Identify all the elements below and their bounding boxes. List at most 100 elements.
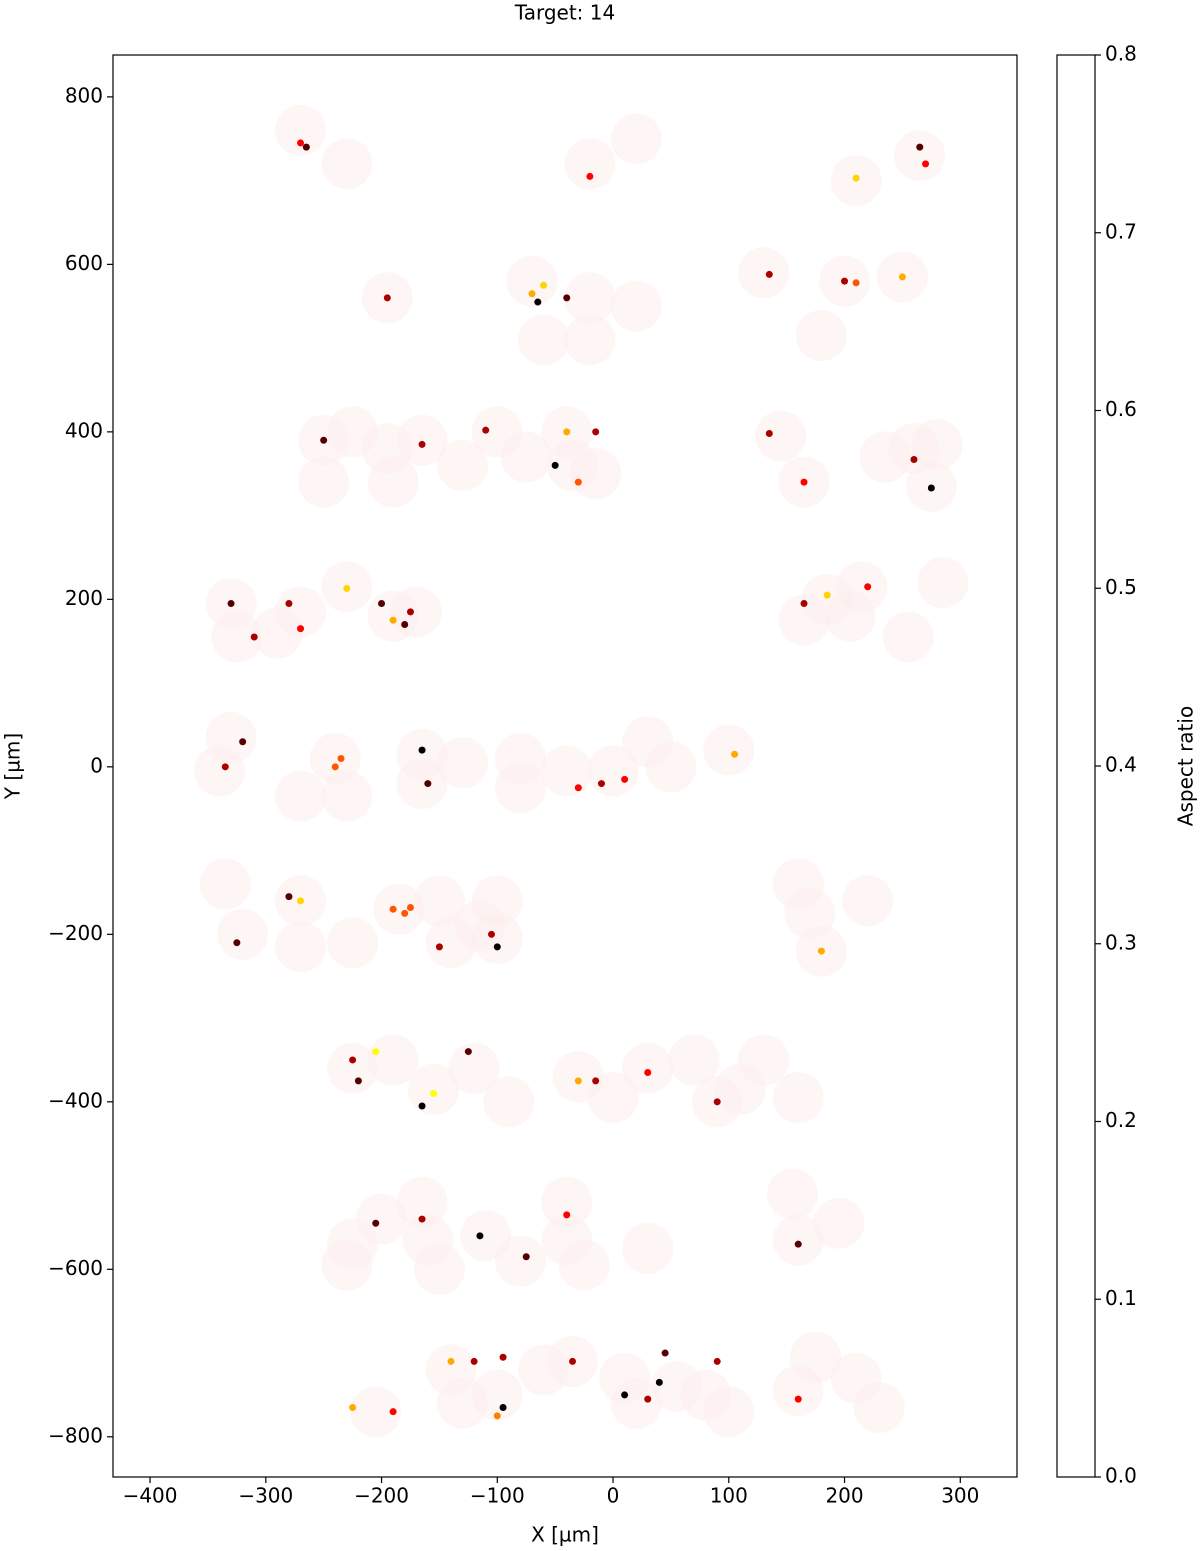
particle [864, 583, 872, 591]
field-circle [506, 255, 558, 307]
particle [418, 746, 426, 754]
y-tick-label: −600 [48, 1256, 103, 1280]
particle [221, 763, 229, 771]
particle [563, 294, 571, 302]
particle [418, 1215, 426, 1223]
particle [499, 1353, 507, 1361]
y-tick-label: −200 [48, 921, 103, 945]
particle [765, 430, 773, 438]
particle [794, 1240, 802, 1248]
particle [922, 160, 930, 168]
field-circle [413, 875, 465, 927]
field-circle [541, 1176, 593, 1228]
particle [574, 784, 582, 792]
field-circle [703, 724, 755, 776]
y-tick-label: 200 [65, 586, 103, 610]
particle [406, 608, 414, 616]
y-tick-label: 800 [65, 83, 103, 107]
particle [372, 1048, 380, 1056]
particle [592, 428, 600, 436]
field-circle [275, 770, 326, 822]
particle [487, 930, 495, 938]
field-circle [564, 138, 616, 190]
field-circle [396, 414, 448, 466]
x-tick-label: −200 [354, 1484, 409, 1508]
x-tick-label: −400 [123, 1484, 178, 1508]
particle [586, 172, 594, 180]
field-circle [321, 138, 373, 190]
field-circle [483, 1076, 535, 1128]
particle [794, 1395, 802, 1403]
field-circle [610, 280, 662, 332]
field-circle [772, 1214, 824, 1266]
particle [592, 1077, 600, 1085]
particle [424, 780, 432, 788]
particle [499, 1403, 507, 1411]
particle [297, 139, 305, 147]
field-circle [558, 1239, 610, 1291]
colorbar-tick-label: 0.6 [1105, 397, 1137, 421]
particle [713, 1098, 721, 1106]
particle [534, 298, 542, 306]
particle [389, 905, 397, 913]
field-circle [199, 858, 251, 910]
particle [817, 947, 825, 955]
field-circle [766, 1168, 818, 1220]
particle [563, 428, 571, 436]
field-circle [408, 1063, 460, 1115]
particle [621, 1391, 629, 1399]
particle [302, 143, 310, 151]
particle [493, 1412, 501, 1420]
particle [731, 750, 739, 758]
particle [551, 461, 559, 469]
x-axis-label: X [µm] [531, 1523, 599, 1547]
particle [927, 484, 935, 492]
particle [383, 294, 391, 302]
field-circle [622, 1042, 674, 1094]
particle [406, 904, 414, 912]
particle [331, 763, 339, 771]
field-circle [622, 1222, 674, 1274]
field-circle [570, 448, 622, 500]
particle [389, 616, 397, 624]
particle [239, 738, 247, 746]
colorbar-tick-label: 0.1 [1105, 1286, 1137, 1310]
field-circle [275, 921, 326, 973]
y-axis-label: Y [µm] [1, 733, 25, 800]
field-circle [790, 1331, 842, 1383]
field-circle [396, 758, 448, 810]
field-circle [894, 130, 946, 181]
field-circle [437, 439, 489, 491]
particle [574, 1077, 582, 1085]
field-circle [321, 1239, 373, 1291]
particle [522, 1253, 530, 1261]
particle [823, 591, 831, 599]
field-circle [518, 314, 570, 366]
field-circle [373, 883, 425, 935]
particle [418, 440, 426, 448]
field-circle [738, 1034, 789, 1086]
particle [644, 1069, 652, 1077]
particle [297, 897, 305, 905]
field-circle [413, 1243, 465, 1295]
particle [389, 1408, 397, 1416]
field-circle [836, 561, 888, 613]
field-circle [564, 314, 616, 366]
y-tick-label: 600 [65, 251, 103, 275]
particle [493, 943, 501, 951]
particle [597, 780, 605, 788]
particle [852, 174, 860, 182]
particle [765, 270, 773, 278]
field-circle [327, 917, 379, 969]
colorbar-tick-label: 0.7 [1105, 219, 1137, 243]
particle [713, 1357, 721, 1365]
particle [852, 279, 860, 287]
field-circle [327, 1042, 379, 1094]
y-tick-label: −400 [48, 1088, 103, 1112]
particle [349, 1403, 357, 1411]
field-circle [494, 762, 546, 814]
field-circle [882, 611, 934, 663]
particle [343, 584, 351, 592]
particle [337, 754, 345, 762]
field-circle [564, 272, 616, 324]
